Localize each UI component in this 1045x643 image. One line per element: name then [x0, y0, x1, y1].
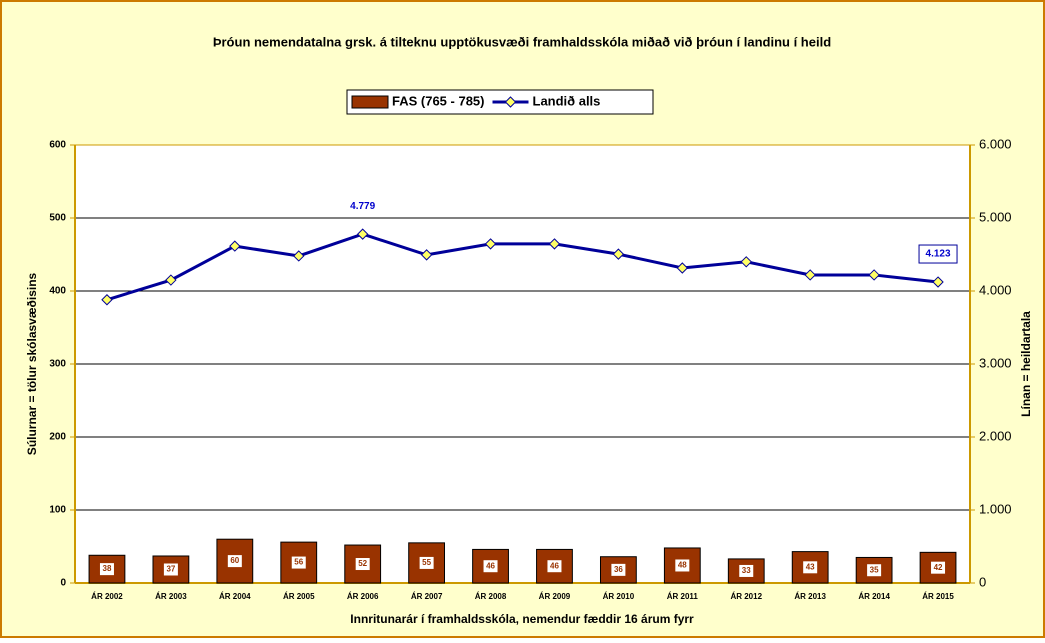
- bar-label-box: [547, 560, 562, 573]
- value-label: 4.123: [926, 249, 951, 260]
- bar-label: 55: [422, 558, 431, 567]
- bar-label: 46: [550, 561, 559, 570]
- y2-tick-label: 5.000: [979, 209, 1012, 224]
- x-tick-label: ÁR 2002: [91, 592, 123, 601]
- marker: [676, 262, 689, 274]
- bar-label: 35: [870, 565, 879, 574]
- legend-label: Landið alls: [533, 93, 601, 108]
- bar-label: 37: [166, 565, 175, 574]
- y2-tick-label: 2.000: [979, 428, 1012, 443]
- marker: [420, 249, 433, 261]
- y-axis-label: Súlurnar = tölur skólasvæðisins: [25, 272, 39, 455]
- x-tick-label: ÁR 2011: [667, 592, 699, 601]
- bar-label-box: [227, 555, 242, 568]
- x-tick-label: ÁR 2009: [539, 592, 571, 601]
- y-tick-label: 0: [60, 578, 66, 589]
- y-tick-label: 600: [49, 140, 66, 151]
- x-tick-label: ÁR 2014: [858, 592, 890, 601]
- bar-label: 42: [934, 563, 943, 572]
- y2-tick-label: 3.000: [979, 355, 1012, 370]
- marker: [484, 238, 497, 250]
- bar-label-box: [483, 560, 498, 573]
- bar-label: 56: [294, 558, 303, 567]
- marker: [868, 269, 880, 281]
- bar-label-box: [355, 558, 370, 571]
- value-label: 4.779: [350, 201, 375, 212]
- legend-marker: [504, 96, 517, 108]
- legend-swatch: [351, 95, 389, 109]
- marker: [548, 238, 561, 250]
- bar-label-box: [675, 559, 690, 572]
- chart-title: Þróun nemendatalna grsk. á tilteknu uppt…: [213, 34, 831, 49]
- bar-label: 38: [103, 564, 112, 573]
- y-tick-label: 500: [49, 213, 66, 224]
- bar-label: 48: [678, 561, 687, 570]
- value-label-box: [918, 244, 958, 264]
- bar-label-box: [611, 563, 626, 576]
- bar-label-box: [419, 556, 434, 569]
- y2-tick-label: 6.000: [979, 136, 1012, 151]
- bar-label: 52: [358, 559, 367, 568]
- bar-label-box: [291, 556, 306, 569]
- x-tick-label: ÁR 2003: [155, 592, 187, 601]
- x-tick-label: ÁR 2006: [347, 592, 379, 601]
- marker: [229, 240, 241, 252]
- y2-tick-label: 4.000: [979, 282, 1012, 297]
- bar-label-box: [99, 563, 114, 576]
- bar-label-box: [163, 563, 178, 576]
- marker: [612, 248, 625, 260]
- marker: [165, 274, 177, 286]
- bar-label-box: [739, 564, 754, 577]
- marker: [356, 228, 369, 240]
- bar-label: 43: [806, 562, 815, 571]
- bar-label-box: [867, 564, 882, 577]
- line: [106, 232, 939, 302]
- y2-tick-label: 0: [979, 574, 986, 589]
- marker: [804, 269, 816, 281]
- marker: [293, 250, 305, 262]
- x-tick-label: ÁR 2015: [922, 592, 954, 601]
- y-tick-label: 300: [49, 359, 66, 370]
- y2-axis-label: Línan = heildartala: [1019, 311, 1033, 417]
- x-tick-label: ÁR 2013: [794, 592, 826, 601]
- legend-label: FAS (765 - 785): [392, 93, 485, 108]
- bar-label: 60: [230, 556, 239, 565]
- bar-label-box: [931, 561, 946, 574]
- marker: [101, 294, 113, 306]
- marker: [740, 256, 752, 268]
- bar-label-box: [803, 561, 818, 574]
- x-tick-label: ÁR 2012: [730, 592, 762, 601]
- marker: [932, 276, 944, 288]
- x-axis-label: Innritunarár í framhaldsskóla, nemendur …: [350, 612, 694, 626]
- y-tick-label: 400: [49, 286, 66, 297]
- x-tick-label: ÁR 2005: [283, 592, 315, 601]
- bar-label: 46: [486, 561, 495, 570]
- y-tick-label: 200: [49, 432, 66, 443]
- bar-label: 36: [614, 565, 623, 574]
- bar-label: 33: [742, 566, 751, 575]
- y-tick-label: 100: [49, 505, 66, 516]
- x-tick-label: ÁR 2010: [603, 592, 635, 601]
- x-tick-label: ÁR 2004: [219, 592, 251, 601]
- x-tick-label: ÁR 2007: [411, 592, 443, 601]
- x-tick-label: ÁR 2008: [475, 592, 507, 601]
- y2-tick-label: 1.000: [979, 501, 1012, 516]
- legend-box: [346, 89, 654, 115]
